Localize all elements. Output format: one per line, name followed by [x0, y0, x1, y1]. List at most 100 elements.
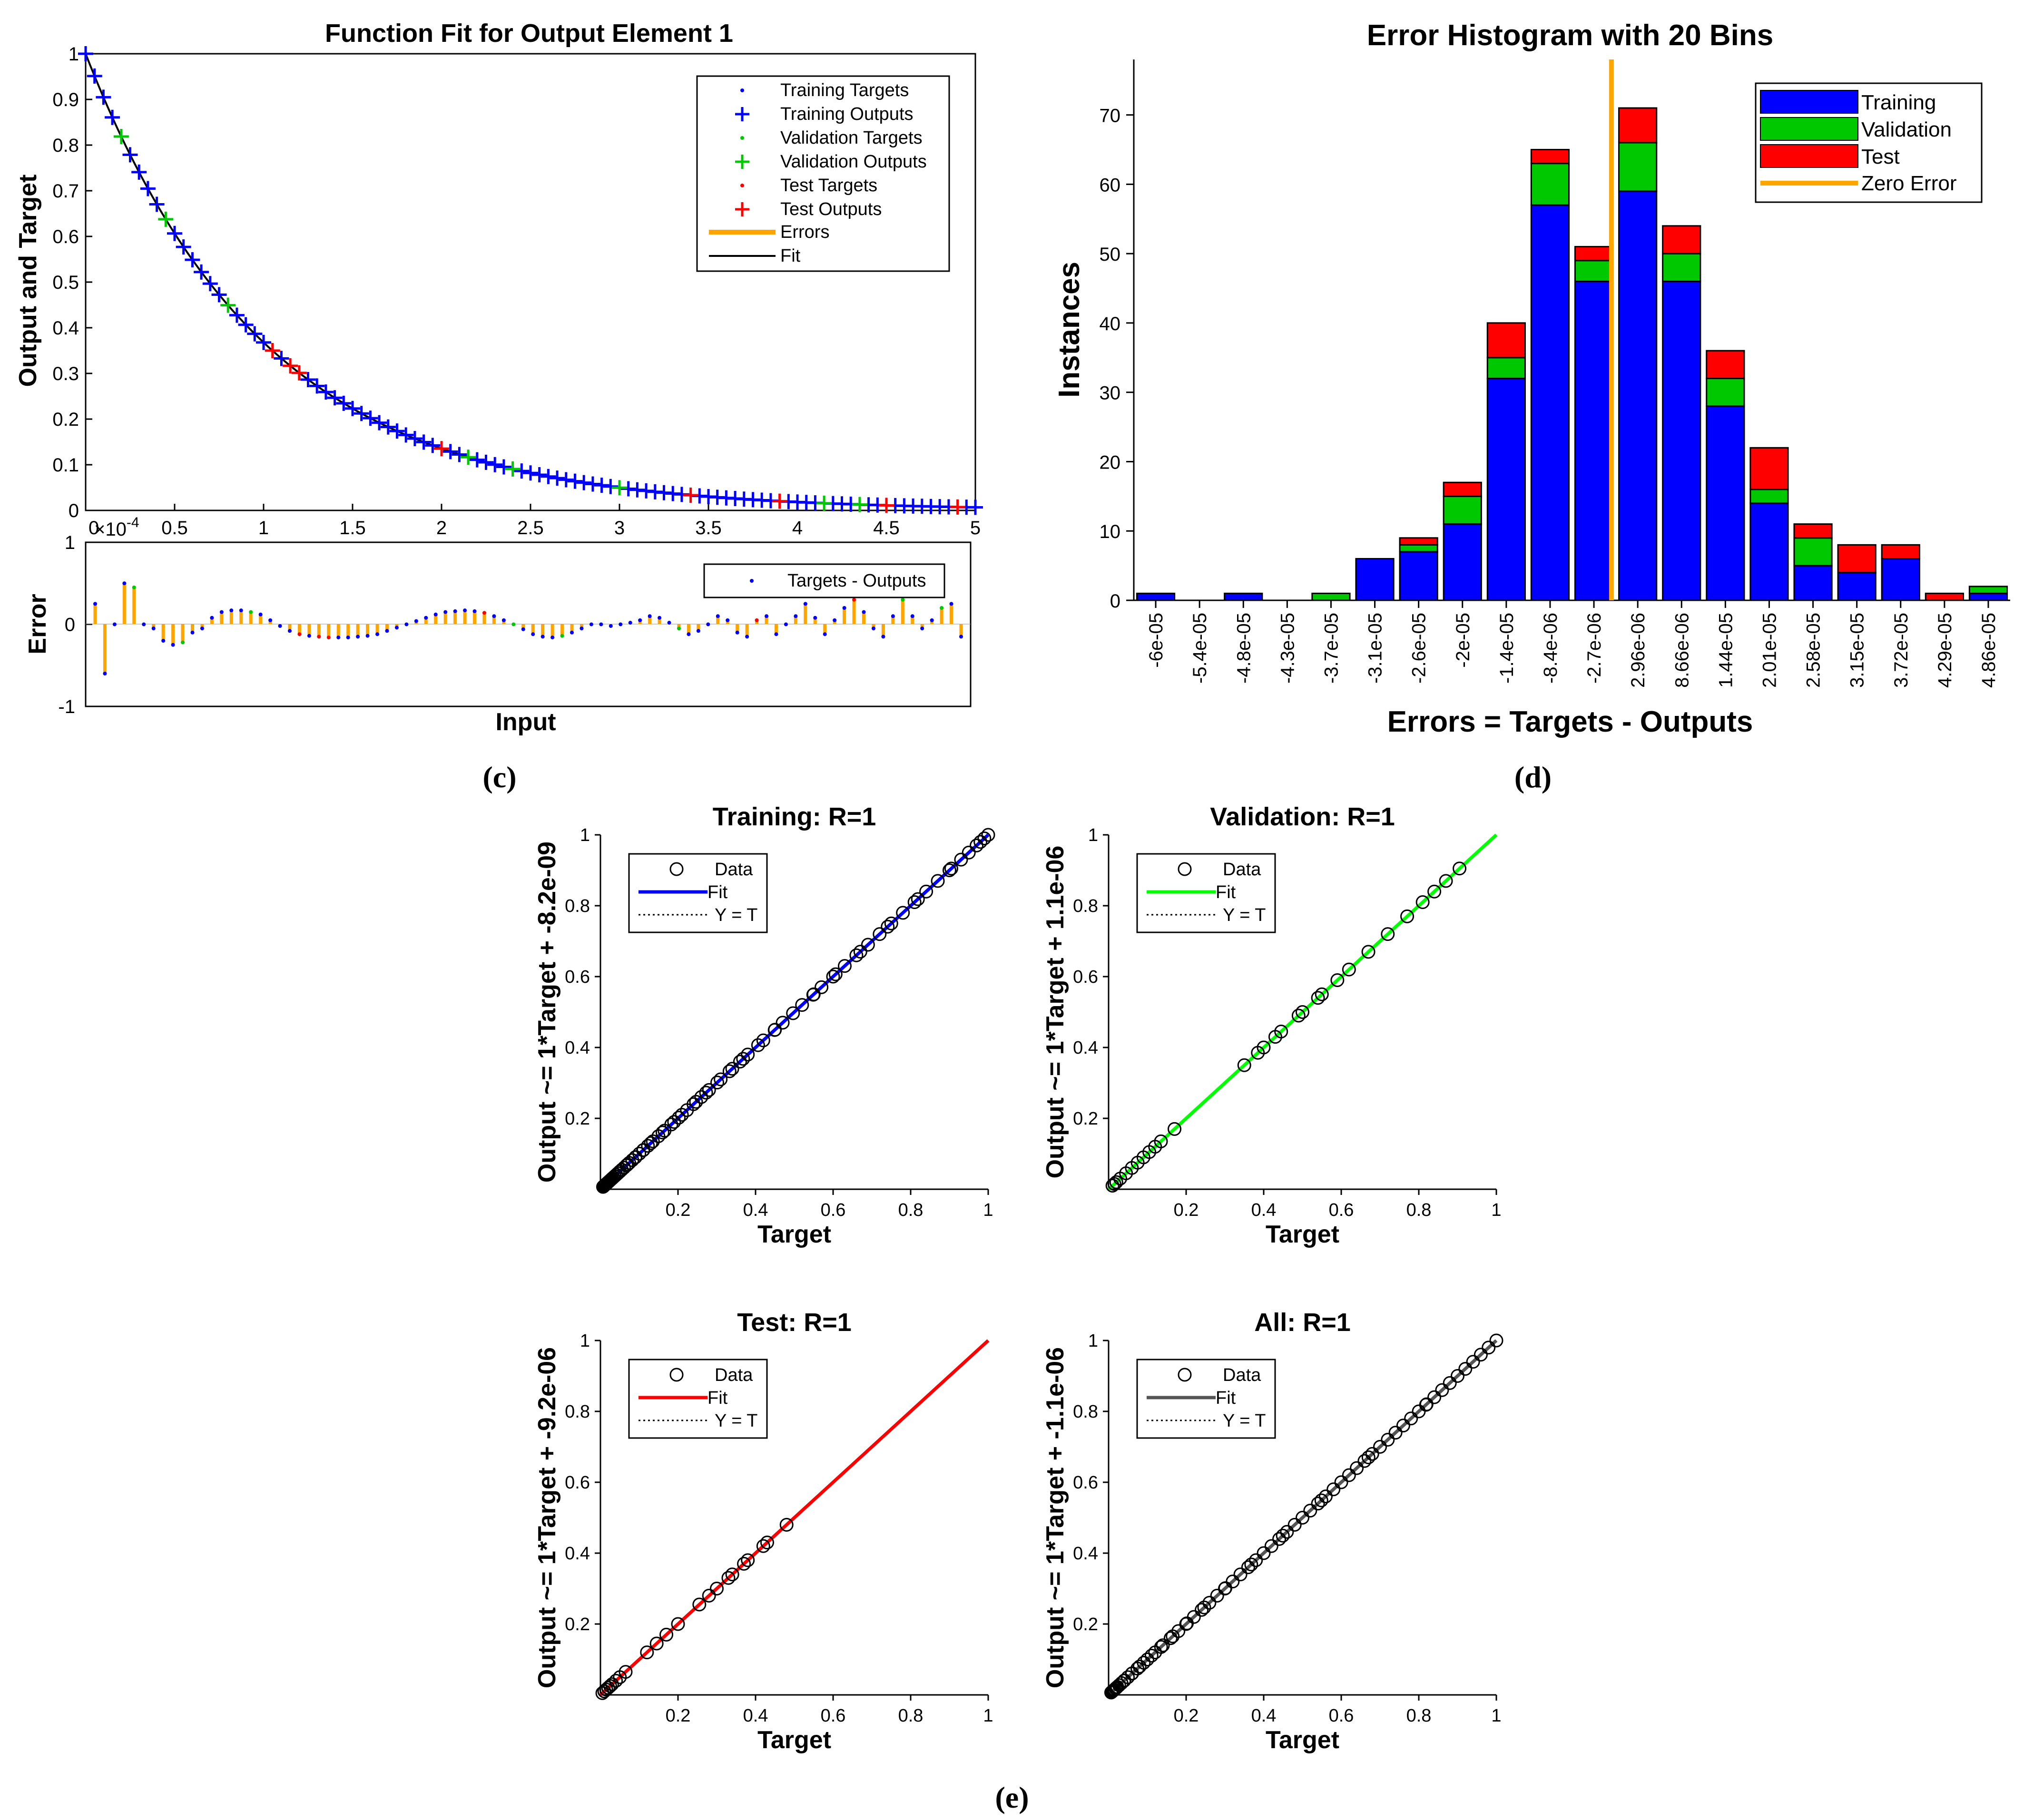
histogram-bar-training: [1574, 280, 1614, 601]
legend-data-swatch: [1178, 1368, 1192, 1382]
training-output-marker: [550, 470, 565, 486]
error-point: [726, 618, 730, 622]
training-output-marker: [149, 196, 165, 212]
regression-data-point: [1144, 1648, 1159, 1663]
histogram-y-tick-label: 10: [1100, 521, 1121, 542]
error-point: [619, 622, 623, 626]
regression-y-tick-label: 1: [580, 825, 590, 845]
validation-output-marker: [113, 129, 129, 145]
histogram-bar-validation: [1574, 260, 1614, 282]
regression-data-point: [1427, 1390, 1442, 1404]
regression-data-point: [1148, 1645, 1162, 1660]
regression-data-point: [725, 1567, 739, 1582]
histogram-bar-validation: [1793, 537, 1833, 567]
error-point: [521, 627, 525, 631]
histogram-bar-training: [1793, 565, 1833, 601]
histogram-y-tick-label: 20: [1100, 452, 1121, 473]
histogram-y-ticks: 0 10 20 30 40 50 60 70: [1100, 106, 1134, 612]
error-point: [765, 614, 769, 618]
regression-x-tick-label: 0.2: [666, 1706, 691, 1726]
training-outputs-swatch: [735, 107, 749, 121]
regression-x-tick-label: 0.6: [821, 1706, 846, 1726]
test-output-marker: [291, 365, 307, 381]
test-output-marker: [434, 441, 449, 457]
histogram-x-tick-label: -5.4e-05: [1189, 613, 1210, 684]
histogram-x-tick-label: -2.7e-06: [1584, 613, 1605, 684]
error-point: [891, 614, 895, 618]
training-output-marker: [274, 351, 289, 366]
error-point: [472, 609, 477, 613]
x-tick-label: 0: [88, 518, 99, 538]
regression-data-point: [1474, 1348, 1488, 1362]
regression-validation-xlabel: Target: [1266, 1221, 1339, 1248]
error-point: [803, 602, 807, 606]
panel-label-e: (e): [995, 1781, 1029, 1814]
error-point: [599, 622, 603, 626]
regression-y-tick-label: 0.8: [1073, 1402, 1098, 1422]
regression-x-tick-label: 0.4: [1251, 1200, 1277, 1220]
error-y-tick-label: 0: [65, 615, 75, 636]
error-point: [414, 619, 418, 623]
function-fit-ylabel: Output and Target: [14, 175, 42, 387]
error-point: [550, 636, 555, 640]
training-output-marker: [487, 457, 503, 472]
error-point: [161, 639, 166, 643]
regression-test-title: Test: R=1: [737, 1308, 852, 1337]
histogram-bar-training: [1749, 502, 1789, 601]
regression-data-point: [1342, 962, 1356, 977]
x-tick-label: 4.5: [873, 518, 900, 538]
regression-data-point: [943, 863, 956, 877]
test-output-marker: [265, 343, 280, 359]
regression-data-point: [1400, 909, 1415, 923]
regression-data-point: [1451, 1369, 1464, 1383]
training-output-marker: [194, 264, 209, 280]
error-point: [385, 629, 389, 633]
regression-data-point: [795, 998, 809, 1012]
x-tick-label: 2: [436, 518, 447, 538]
regression-data-point: [628, 1150, 642, 1164]
error-point: [190, 630, 195, 635]
regression-data-point: [675, 1108, 689, 1122]
legend-targets-outputs: Targets - Outputs: [787, 571, 926, 591]
regression-data-point: [751, 1038, 765, 1052]
function-fit-x-ticks: 0.5 1 1.5 2 2.5 3 3.5 4 4.5 5 0: [85, 504, 981, 538]
x-tick-label: 1.5: [339, 518, 366, 538]
x-multiplier-label: ×10-4: [94, 515, 139, 540]
regression-data-point: [1419, 1397, 1434, 1411]
regression-data-point: [954, 852, 968, 867]
regression-data-point: [1330, 973, 1345, 987]
error-point: [881, 635, 885, 639]
training-output-marker: [442, 444, 458, 460]
regression-fit-line: [599, 833, 990, 1191]
regression-data-point: [1187, 1610, 1201, 1624]
test-output-marker: [879, 498, 894, 513]
histogram-bar-validation: [1618, 142, 1658, 192]
error-point: [229, 608, 234, 613]
error-y-tick-label: -1: [58, 696, 75, 717]
regression-y-tick-label: 0.8: [1073, 896, 1098, 916]
error-point: [297, 632, 302, 636]
histogram-x-tick-label: -2.6e-05: [1409, 613, 1430, 684]
training-output-marker: [256, 334, 271, 350]
regression-data-point: [1342, 1468, 1356, 1482]
histogram-bar-validation: [1662, 253, 1701, 282]
regression-data-point: [1435, 1383, 1449, 1397]
regression-data-point: [1137, 1655, 1151, 1670]
error-point: [716, 614, 720, 618]
training-output-marker: [531, 467, 547, 483]
regression-data-point: [1388, 1426, 1403, 1440]
training-targets-swatch: [740, 88, 744, 92]
regression-data-point: [1311, 991, 1325, 1005]
regression-y-tick-label: 1: [1088, 825, 1098, 845]
legend-data-swatch: [1178, 862, 1192, 876]
regression-x-tick-label: 0.6: [1329, 1200, 1354, 1220]
regression-test-chart: Test: R=1 0.2 0.2 0.4 0.4 0.6 0.6 0.8 0.8 1 1 Targe…: [533, 1308, 993, 1754]
regression-data-point: [725, 1062, 739, 1076]
regression-data-point: [1361, 945, 1376, 959]
regression-data-point: [1489, 1333, 1503, 1348]
regression-data-point: [1276, 1528, 1290, 1543]
regression-data-point: [1439, 874, 1453, 888]
regression-data-point: [828, 967, 843, 981]
regression-data-point: [1140, 1653, 1154, 1666]
histogram-bar-training: [1530, 204, 1570, 601]
